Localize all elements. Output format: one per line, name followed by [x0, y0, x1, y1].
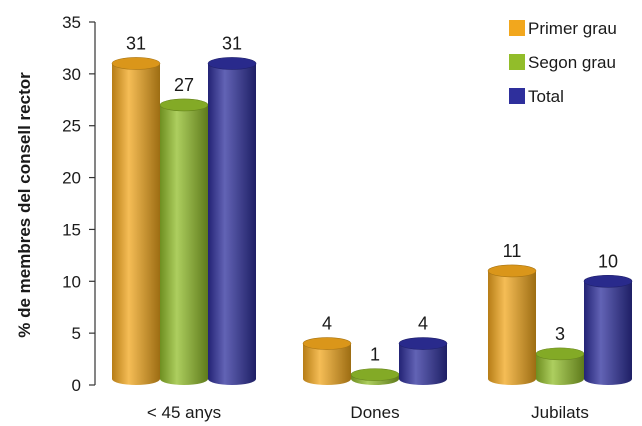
bar-primer-grau — [111, 57, 161, 385]
legend-label: Segon grau — [528, 53, 616, 72]
bar-segon-grau — [350, 368, 400, 385]
data-label: 10 — [598, 251, 618, 271]
bar-total — [207, 57, 257, 385]
y-tick-label: 25 — [62, 117, 81, 136]
data-label: 31 — [126, 33, 146, 53]
y-tick-label: 15 — [62, 220, 81, 239]
y-tick-label: 0 — [72, 376, 81, 395]
legend-label: Total — [528, 87, 564, 106]
x-category-label: Dones — [350, 403, 399, 422]
y-tick-label: 35 — [62, 13, 81, 32]
y-tick-label: 30 — [62, 65, 81, 84]
bar-primer-grau — [302, 337, 352, 385]
bar-total — [583, 274, 633, 385]
legend-label: Primer grau — [528, 19, 617, 38]
x-category-label: < 45 anys — [147, 403, 221, 422]
bar-segon-grau — [159, 98, 209, 385]
legend-swatch — [509, 88, 525, 104]
data-label: 4 — [322, 314, 332, 334]
data-label: 4 — [418, 314, 428, 334]
y-axis-title: % de membres del consell rector — [15, 72, 34, 338]
bar-total — [398, 337, 448, 385]
y-tick-label: 20 — [62, 169, 81, 188]
bar-segon-grau — [535, 347, 585, 385]
data-label: 11 — [503, 241, 522, 261]
legend-swatch — [509, 54, 525, 70]
x-category-label: Jubilats — [531, 403, 589, 422]
bar-primer-grau — [487, 264, 537, 385]
y-tick-label: 5 — [72, 324, 81, 343]
data-label: 1 — [370, 345, 380, 365]
data-label: 3 — [555, 324, 565, 344]
data-label: 31 — [222, 33, 242, 53]
y-tick-label: 10 — [62, 272, 81, 291]
legend-swatch — [509, 20, 525, 36]
data-label: 27 — [174, 75, 194, 95]
